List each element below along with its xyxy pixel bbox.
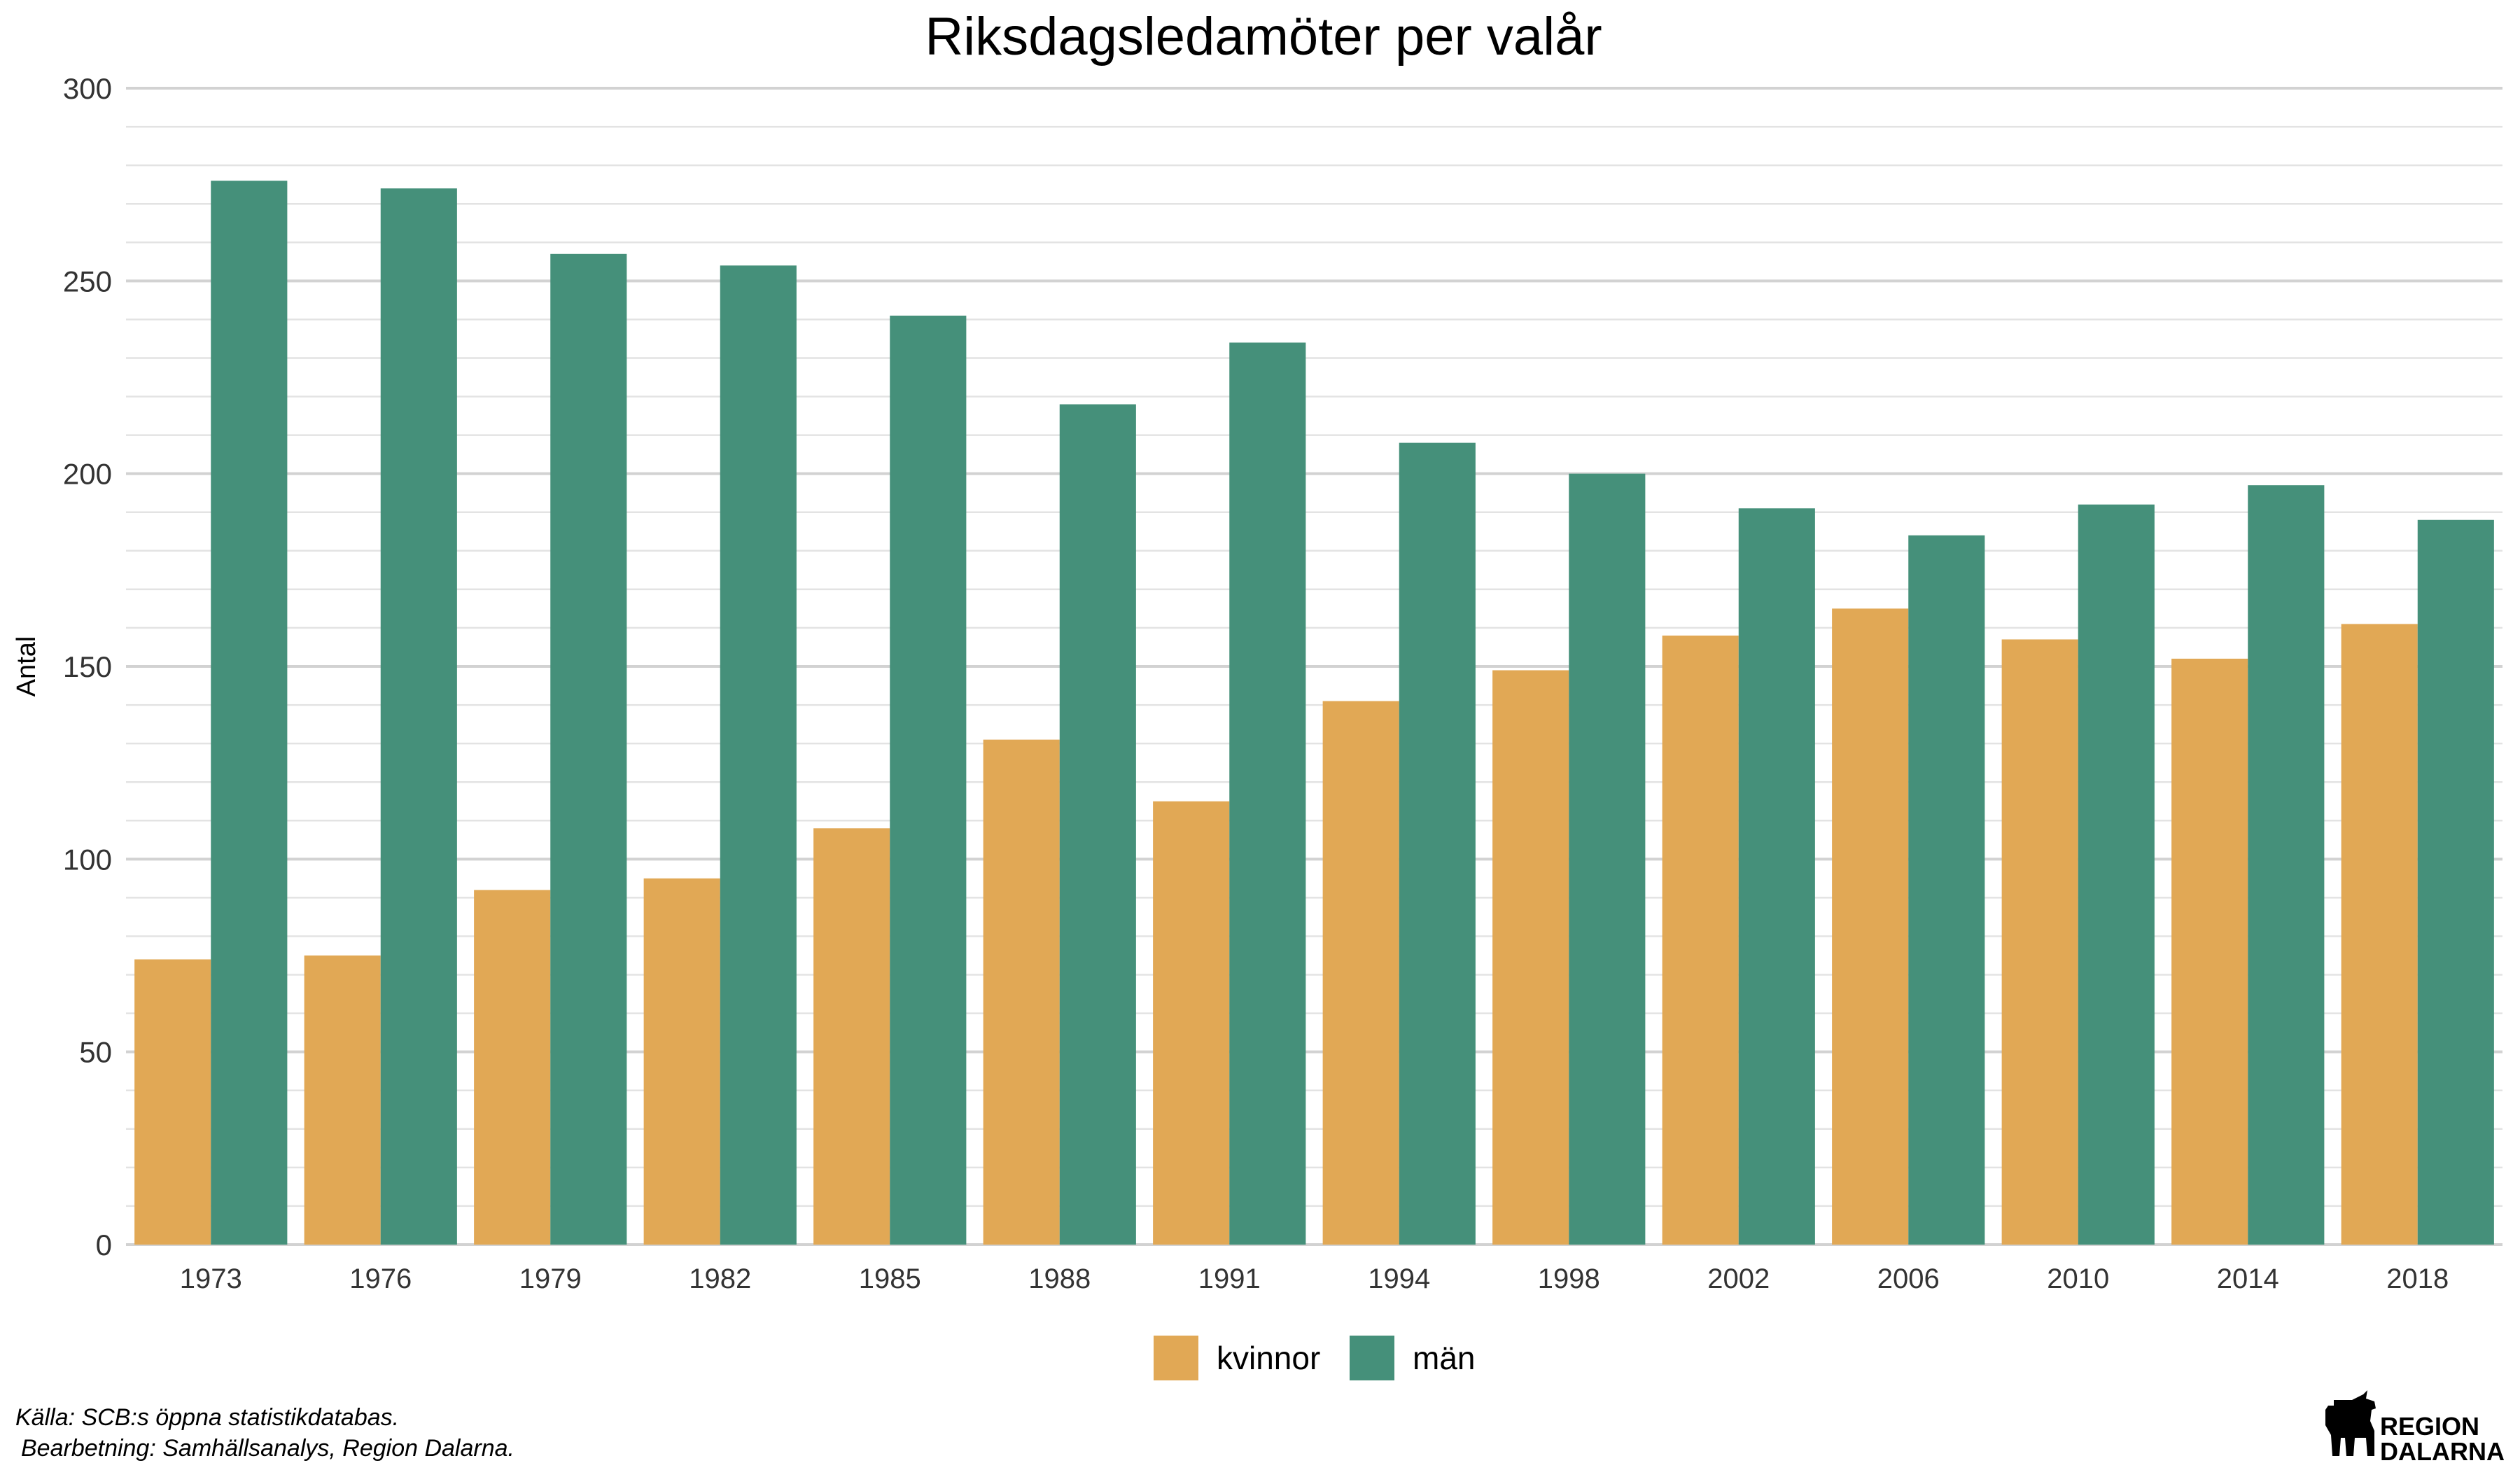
x-tick-label: 1998 <box>1538 1264 1600 1294</box>
bar-kvinnor-2010 <box>2001 639 2078 1245</box>
bar-män-1976 <box>380 188 457 1245</box>
bar-män-2018 <box>2417 519 2494 1245</box>
y-tick-label: 200 <box>63 458 112 491</box>
x-tick-label: 1985 <box>859 1264 921 1294</box>
bar-män-2010 <box>2078 504 2155 1245</box>
bar-män-1988 <box>1059 404 1136 1245</box>
x-tick-label: 2006 <box>1877 1264 1940 1294</box>
legend-swatch-kvinnor <box>1154 1336 1198 1380</box>
bar-män-1979 <box>550 253 627 1245</box>
y-tick-label: 100 <box>63 843 112 876</box>
chart-title: Riksdagsledamöter per valår <box>925 7 1602 66</box>
x-axis-ticks: 1973 1976 1979 1982 1985 1988 1991 1994 1998 2002… <box>180 1264 2449 1294</box>
dala-horse-icon <box>2325 1390 2376 1456</box>
bar-män-2006 <box>1908 535 1985 1245</box>
bar-kvinnor-1979 <box>474 890 551 1245</box>
x-tick-label: 2014 <box>2217 1264 2279 1294</box>
x-tick-label: 1976 <box>349 1264 412 1294</box>
bar-kvinnor-2002 <box>1662 635 1739 1245</box>
bar-män-1994 <box>1399 442 1476 1245</box>
y-axis-title: Antal <box>12 636 41 697</box>
logo-line-2: DALARNA <box>2380 1437 2505 1466</box>
bar-kvinnor-2006 <box>1832 608 1909 1245</box>
y-tick-label: 300 <box>63 72 112 105</box>
x-tick-label: 1973 <box>180 1264 242 1294</box>
bar-män-2014 <box>2248 485 2325 1245</box>
x-tick-label: 2002 <box>1707 1264 1770 1294</box>
legend-label-kvinnor: kvinnor <box>1217 1340 1320 1376</box>
bar-kvinnor-1976 <box>304 955 381 1245</box>
bar-män-1998 <box>1569 473 1646 1245</box>
logo-line-1: REGION <box>2380 1412 2479 1441</box>
y-tick-label: 250 <box>63 265 112 298</box>
y-tick-label: 0 <box>96 1228 112 1261</box>
bar-kvinnor-1994 <box>1322 701 1399 1245</box>
legend: kvinnor män <box>1154 1336 1475 1380</box>
y-tick-label: 150 <box>63 650 112 683</box>
y-axis-ticks: 0 50 100 150 200 250 300 <box>63 72 112 1261</box>
x-tick-label: 2018 <box>2386 1264 2449 1294</box>
y-tick-label: 50 <box>79 1036 112 1069</box>
bar-kvinnor-1988 <box>983 739 1060 1245</box>
bar-män-1991 <box>1229 342 1306 1245</box>
legend-label-man: män <box>1413 1340 1475 1376</box>
bar-kvinnor-1985 <box>813 828 890 1245</box>
x-tick-label: 1988 <box>1028 1264 1091 1294</box>
bar-kvinnor-1973 <box>134 959 211 1245</box>
bar-kvinnor-2018 <box>2341 624 2418 1245</box>
x-tick-label: 2010 <box>2047 1264 2109 1294</box>
bar-män-1973 <box>211 181 288 1245</box>
source-caption: Källa: SCB:s öppna statistikdatabas. <box>15 1404 399 1431</box>
legend-swatch-man <box>1350 1336 1394 1380</box>
region-dalarna-logo: REGION DALARNA <box>2325 1390 2505 1466</box>
bar-män-1982 <box>720 265 797 1245</box>
bar-kvinnor-2014 <box>2171 658 2248 1245</box>
bar-kvinnor-1991 <box>1153 801 1230 1245</box>
x-tick-label: 1994 <box>1368 1264 1430 1294</box>
bar-kvinnor-1998 <box>1492 670 1569 1245</box>
x-tick-label: 1979 <box>519 1264 582 1294</box>
x-tick-label: 1982 <box>689 1264 751 1294</box>
bar-kvinnor-1982 <box>643 878 720 1245</box>
processing-caption: Bearbetning: Samhällsanalys, Region Dala… <box>21 1435 514 1462</box>
x-tick-label: 1991 <box>1198 1264 1261 1294</box>
bars <box>134 181 2494 1245</box>
bar-män-1985 <box>890 315 967 1245</box>
bar-män-2002 <box>1738 508 1815 1245</box>
